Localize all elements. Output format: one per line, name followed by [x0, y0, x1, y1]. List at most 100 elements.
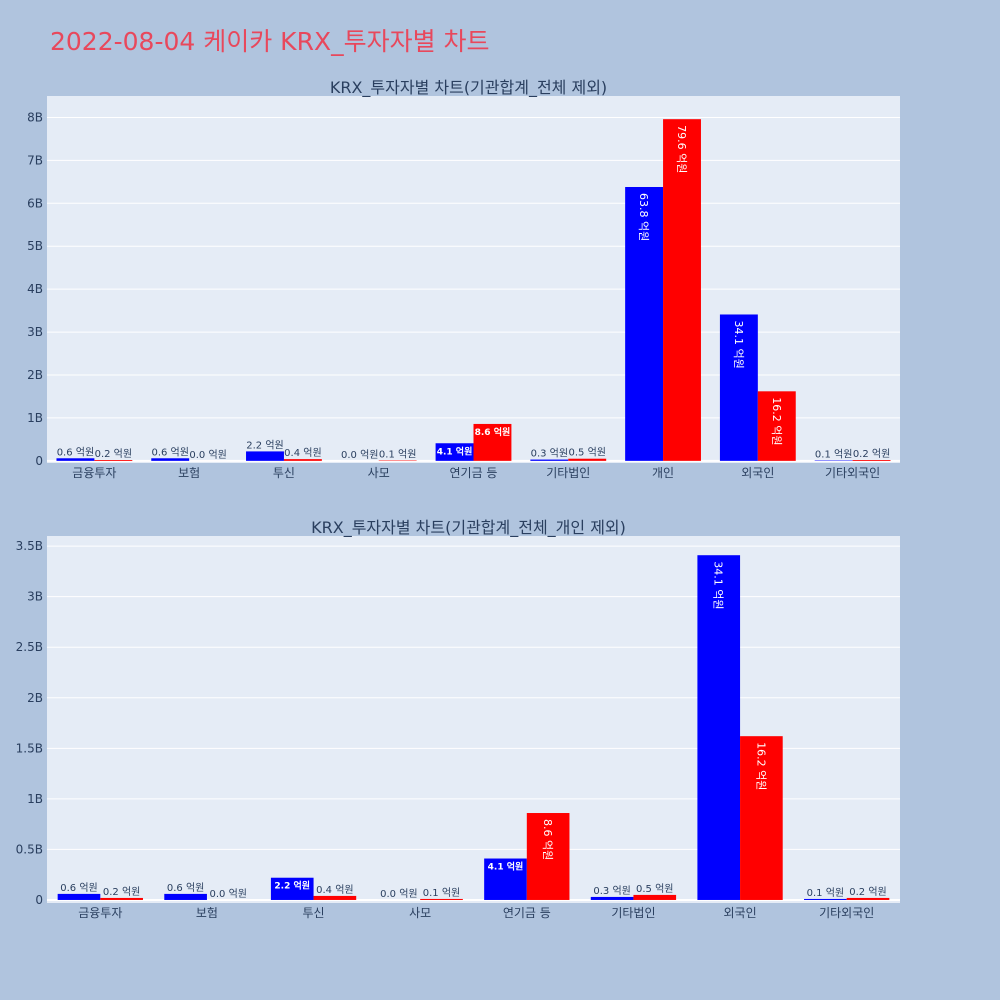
- data-label: 0.2 억원: [849, 886, 886, 898]
- x-tick-label: 개인: [652, 466, 674, 480]
- bar: [94, 459, 133, 461]
- data-label: 34.1 억원: [712, 561, 725, 609]
- y-tick-label: 1B: [27, 792, 43, 806]
- bar: [420, 898, 463, 900]
- data-label: 0.0 억원: [189, 449, 226, 461]
- bar: [697, 555, 741, 900]
- data-label: 0.6 억원: [57, 446, 94, 458]
- bar: [568, 458, 607, 461]
- y-tick-label: 4B: [27, 282, 43, 296]
- y-tick-label: 1B: [27, 411, 43, 425]
- data-label: 0.2 억원: [103, 886, 140, 898]
- bar: [852, 459, 891, 461]
- x-tick-label: 투신: [303, 906, 325, 920]
- data-label: 0.4 억원: [284, 447, 321, 459]
- bar: [283, 459, 322, 461]
- chart-title: KRX_투자자별 차트(기관합계_전체_개인 제외): [311, 518, 626, 538]
- bar: [719, 314, 758, 461]
- y-tick-label: 5B: [27, 239, 43, 253]
- data-label: 0.2 억원: [853, 448, 890, 460]
- chart-1: 0 1B 2B 3B 4B 5B 6B 7B 8B KRX_투자자별 차트(기관합계_전체 제외)…: [27, 78, 900, 480]
- bar: [625, 186, 664, 461]
- bar: [473, 423, 512, 461]
- bar: [590, 896, 634, 900]
- chart-title: KRX_투자자별 차트(기관합계_전체 제외): [330, 78, 607, 98]
- y-tick-label: 2.5B: [16, 640, 43, 654]
- y-tick-label: 7B: [27, 153, 43, 167]
- data-label: 0.4 억원: [316, 884, 353, 896]
- bar: [526, 813, 570, 900]
- data-label: 2.2 억원: [246, 439, 283, 451]
- data-label: 0.1 억원: [423, 887, 460, 899]
- x-tick-label: 금융투자: [78, 906, 122, 920]
- data-label: 0.5 억원: [636, 883, 673, 895]
- data-label: 0.5 억원: [568, 447, 605, 459]
- data-label: 16.2 억원: [770, 397, 783, 445]
- data-label: 0.1 억원: [807, 887, 844, 899]
- bar: [313, 895, 357, 900]
- y-tick-label: 3.5B: [16, 539, 43, 553]
- x-tick-label: 투신: [273, 466, 295, 480]
- y-tick-label: 3B: [27, 325, 43, 339]
- bar: [633, 894, 677, 900]
- data-label: 0.6 억원: [151, 446, 188, 458]
- y-tick-label: 3B: [27, 590, 43, 604]
- x-tick-label: 외국인: [741, 466, 774, 480]
- bar: [757, 391, 796, 461]
- bar: [530, 459, 569, 461]
- data-label: 0.6 억원: [167, 882, 204, 894]
- x-tick-label: 보험: [196, 906, 218, 920]
- data-label: 63.8 억원: [637, 193, 650, 241]
- x-tick-label: 기타법인: [546, 466, 590, 480]
- bar: [435, 443, 474, 461]
- x-tick-label: 사모: [368, 466, 390, 480]
- data-label: 0.0 억원: [210, 888, 247, 900]
- bar: [740, 736, 783, 900]
- y-tick-label: 8B: [27, 110, 43, 124]
- bar: [270, 877, 314, 900]
- x-tick-label: 기타외국인: [819, 906, 874, 920]
- bar: [151, 458, 190, 461]
- bar: [246, 451, 284, 461]
- x-tick-label: 금융투자: [72, 466, 116, 480]
- data-label: 16.2 억원: [754, 742, 767, 790]
- y-tick-label: 0: [35, 454, 43, 468]
- data-label: 0.1 억원: [379, 448, 416, 460]
- data-label: 8.6 억원: [541, 819, 554, 860]
- y-tick-label: 2B: [27, 368, 43, 382]
- data-label: 0.6 억원: [60, 882, 97, 894]
- bar: [100, 897, 143, 900]
- y-tick-label: 6B: [27, 196, 43, 210]
- data-label: 0.2 억원: [95, 448, 132, 460]
- y-tick-label: 0.5B: [16, 842, 43, 856]
- x-tick-label: 연기금 등: [450, 466, 498, 480]
- y-tick-label: 0: [35, 893, 43, 907]
- bar: [56, 458, 95, 461]
- x-tick-label: 연기금 등: [503, 906, 551, 920]
- bar: [804, 898, 847, 900]
- data-label: 0.3 억원: [531, 448, 568, 460]
- x-tick-label: 기타외국인: [825, 466, 880, 480]
- bar: [484, 858, 527, 900]
- y-tick-label: 1.5B: [16, 741, 43, 755]
- x-tick-label: 기타법인: [611, 906, 655, 920]
- page-title: 2022-08-04 케이카 KRX_투자자별 차트: [50, 27, 490, 56]
- data-label: 2.2 억원: [274, 880, 310, 892]
- bar: [57, 893, 101, 900]
- x-tick-label: 사모: [409, 906, 431, 920]
- data-label: 0.1 억원: [815, 448, 852, 460]
- data-label: 4.1 억원: [437, 445, 473, 457]
- data-label: 4.1 억원: [488, 861, 524, 873]
- bar: [663, 119, 701, 461]
- data-label: 0.0 억원: [341, 449, 378, 461]
- data-label: 0.0 억원: [380, 888, 417, 900]
- bar: [846, 897, 890, 900]
- data-label: 34.1 억원: [732, 320, 745, 368]
- bar: [164, 893, 207, 900]
- x-tick-label: 외국인: [724, 906, 757, 920]
- data-label: 0.3 억원: [593, 885, 630, 897]
- x-tick-label: 보험: [178, 466, 200, 480]
- data-label: 8.6 억원: [475, 426, 511, 438]
- data-label: 79.6 억원: [675, 125, 688, 173]
